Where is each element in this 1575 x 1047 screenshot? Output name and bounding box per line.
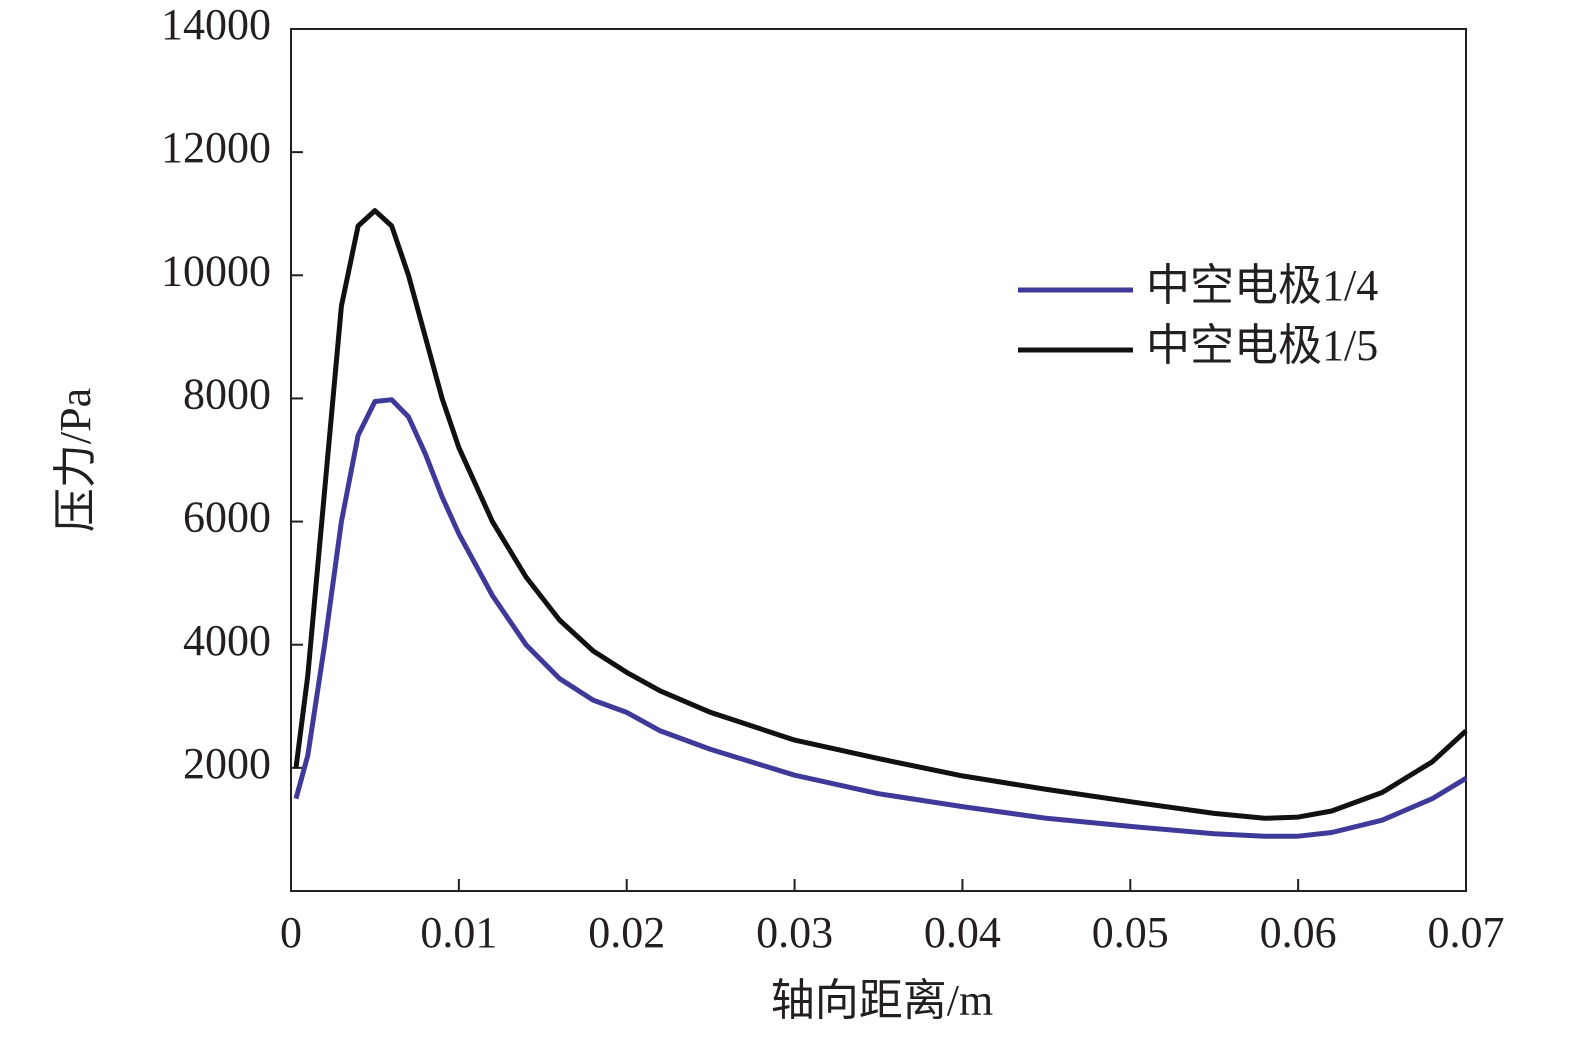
y-axis-label: 压力/Pa <box>51 388 100 532</box>
series-line <box>293 208 1468 821</box>
x-tick-label: 0.07 <box>1428 908 1505 957</box>
y-tick-label: 12000 <box>161 123 271 172</box>
legend-label: 中空电极1/4 <box>1146 261 1378 310</box>
x-tick-label: 0.04 <box>924 908 1001 957</box>
y-tick-label: 8000 <box>183 370 271 419</box>
y-tick-label: 6000 <box>183 493 271 542</box>
y-tick-label: 10000 <box>161 246 271 295</box>
x-tick-label: 0.03 <box>756 908 833 957</box>
x-tick-label: 0 <box>280 908 302 957</box>
x-tick-label: 0.06 <box>1260 908 1337 957</box>
x-tick-label: 0.05 <box>1092 908 1169 957</box>
x-axis-label: 轴向距离/m <box>771 976 993 1025</box>
series-line <box>293 397 1468 839</box>
y-tick-label: 14000 <box>161 0 271 49</box>
x-tick-label: 0.01 <box>420 908 497 957</box>
legend-label: 中空电极1/5 <box>1146 321 1378 370</box>
y-tick-label: 2000 <box>183 739 271 788</box>
plot-frame <box>290 28 1467 892</box>
x-tick-label: 0.02 <box>588 908 665 957</box>
y-tick-label: 4000 <box>183 616 271 665</box>
